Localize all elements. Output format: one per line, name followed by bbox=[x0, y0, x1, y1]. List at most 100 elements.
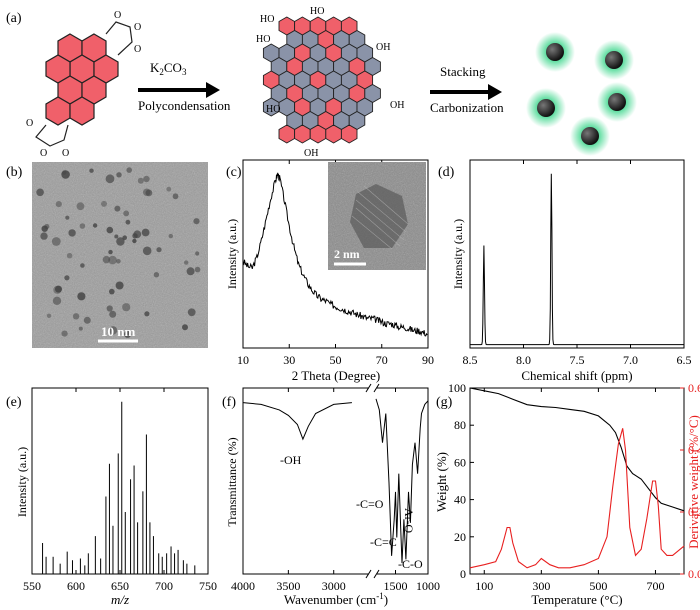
cooh-groups: HO HO OH HO OH OH HO bbox=[256, 6, 404, 159]
svg-text:OH: OH bbox=[390, 100, 404, 111]
annotation-c-o: -C-O bbox=[398, 557, 423, 571]
ftir-series-line bbox=[242, 398, 429, 564]
panel-label-c: (c) bbox=[226, 165, 242, 180]
step2-bottom-label: Carbonization bbox=[430, 100, 504, 115]
svg-text:O: O bbox=[26, 118, 33, 129]
x-tick-label: 1000 bbox=[416, 579, 440, 593]
x-tick-label: 8.5 bbox=[463, 353, 478, 367]
axis-break-f bbox=[365, 383, 380, 579]
tem-particle bbox=[40, 232, 48, 240]
arrow-carbonization: Stacking Carbonization bbox=[430, 64, 504, 115]
y2-tick-label: 0.0 bbox=[688, 567, 700, 581]
ylabel-e: Intensity (a.u.) bbox=[15, 447, 29, 517]
tem-particle bbox=[195, 251, 200, 256]
xticks-f: 4000 3500 3000 1500 1000 bbox=[231, 388, 440, 593]
tem-particle bbox=[168, 233, 173, 239]
arrow-polycondensation: K2CO3 Polycondensation bbox=[138, 60, 231, 113]
xlabel-f: Wavenumber (cm-1) bbox=[284, 591, 388, 607]
x-tick-label: 650 bbox=[111, 579, 129, 593]
x-tick-label: 8.0 bbox=[516, 353, 531, 367]
xticks-e: 550 600 650 700 750 bbox=[23, 388, 217, 593]
panel-a: (a) OOO OO O bbox=[6, 6, 637, 159]
tem-particle bbox=[101, 200, 107, 207]
xlabel-d: Chemical shift (ppm) bbox=[521, 368, 632, 383]
tem-particle bbox=[142, 246, 152, 256]
svg-text:O: O bbox=[134, 44, 141, 55]
step2-top-label: Stacking bbox=[440, 64, 486, 79]
tem-particle bbox=[194, 266, 201, 273]
tem-particle bbox=[108, 255, 117, 265]
y-tick-label: 40 bbox=[454, 493, 466, 507]
tem-particle bbox=[36, 188, 44, 197]
tem-particle bbox=[166, 186, 172, 192]
hrtem-inset: 2 nm bbox=[328, 162, 426, 270]
tem-particle bbox=[64, 275, 70, 281]
reagent-label: K2CO3 bbox=[150, 60, 187, 77]
tem-particle bbox=[77, 292, 86, 301]
x-tick-label: 1500 bbox=[384, 579, 408, 593]
tem-particle bbox=[109, 288, 115, 295]
tem-particle bbox=[114, 234, 119, 239]
tem-particle bbox=[133, 230, 142, 239]
x-tick-label: 50 bbox=[330, 353, 342, 367]
y-tick-label: 80 bbox=[454, 418, 466, 432]
tem-particle bbox=[108, 249, 113, 255]
xticks-d: 8.5 8.0 7.5 7.0 6.5 bbox=[463, 160, 692, 367]
carbon-dot bbox=[594, 40, 634, 80]
tem-particle bbox=[143, 188, 151, 196]
tem-particle bbox=[109, 310, 117, 318]
scale-label-inset: 2 nm bbox=[334, 247, 360, 261]
x-tick-label: 500 bbox=[589, 579, 607, 593]
x-tick-label: 6.5 bbox=[677, 353, 692, 367]
tem-particle bbox=[125, 219, 131, 225]
ylabel-d: Intensity (a.u.) bbox=[451, 219, 465, 289]
tem-particle bbox=[141, 228, 150, 237]
x-tick-label: 300 bbox=[532, 579, 550, 593]
tem-particle bbox=[66, 252, 73, 259]
annotation-co-double: -C=O bbox=[356, 497, 384, 511]
tem-particle bbox=[41, 225, 48, 232]
panel-b: (b) 10 nm bbox=[6, 162, 208, 348]
tem-particle bbox=[68, 229, 76, 237]
panel-label-b: (b) bbox=[6, 165, 23, 180]
xrd-series-line bbox=[242, 172, 428, 337]
tem-particle bbox=[55, 285, 62, 293]
x-tick-label: 550 bbox=[23, 579, 41, 593]
y-tick-label: 100 bbox=[448, 381, 466, 395]
x-tick-label: 70 bbox=[376, 353, 388, 367]
svg-text:HO: HO bbox=[256, 34, 270, 45]
x-tick-label: 100 bbox=[475, 579, 493, 593]
xlabel-g: Temperature (°C) bbox=[531, 592, 622, 607]
tem-particle bbox=[144, 311, 150, 317]
carbon-dots bbox=[526, 32, 637, 156]
svg-text:OH: OH bbox=[376, 42, 390, 53]
tem-particle bbox=[55, 201, 62, 208]
x-tick-label: 700 bbox=[155, 579, 173, 593]
x-tick-label: 3000 bbox=[322, 579, 346, 593]
ylabel-g: Weight (%) bbox=[434, 452, 449, 512]
axes-frame-f bbox=[242, 387, 429, 575]
tem-particle bbox=[65, 215, 70, 220]
tem-particle bbox=[153, 272, 160, 278]
axes-frame-d bbox=[469, 159, 685, 349]
sheet-ring bbox=[294, 124, 311, 144]
x-tick-label: 10 bbox=[237, 353, 249, 367]
panel-f: (f) 4000 3500 3000 1500 1000 -OH -C=O -C=C -… bbox=[222, 383, 440, 607]
svg-text:O: O bbox=[62, 148, 69, 159]
svg-text:HO: HO bbox=[310, 6, 324, 17]
panel-label-f: (f) bbox=[222, 395, 236, 410]
tem-particle bbox=[172, 193, 179, 200]
x-tick-label: 30 bbox=[283, 353, 295, 367]
ticks-g: 100 300 500 700 0 20 40 60 80 100 0.0 0.2 0.4 0.6 bbox=[448, 381, 700, 593]
x-tick-label: 750 bbox=[199, 579, 217, 593]
tem-particle bbox=[116, 259, 121, 264]
perylene-core bbox=[45, 33, 119, 126]
tem-particle bbox=[61, 170, 70, 179]
tem-particle bbox=[83, 316, 91, 324]
carbon-dot bbox=[526, 88, 566, 128]
y2-tick-label: 0.6 bbox=[688, 381, 700, 395]
carbon-dot bbox=[535, 32, 575, 72]
derivative-series-line bbox=[469, 428, 685, 569]
carbon-dot bbox=[597, 82, 637, 122]
